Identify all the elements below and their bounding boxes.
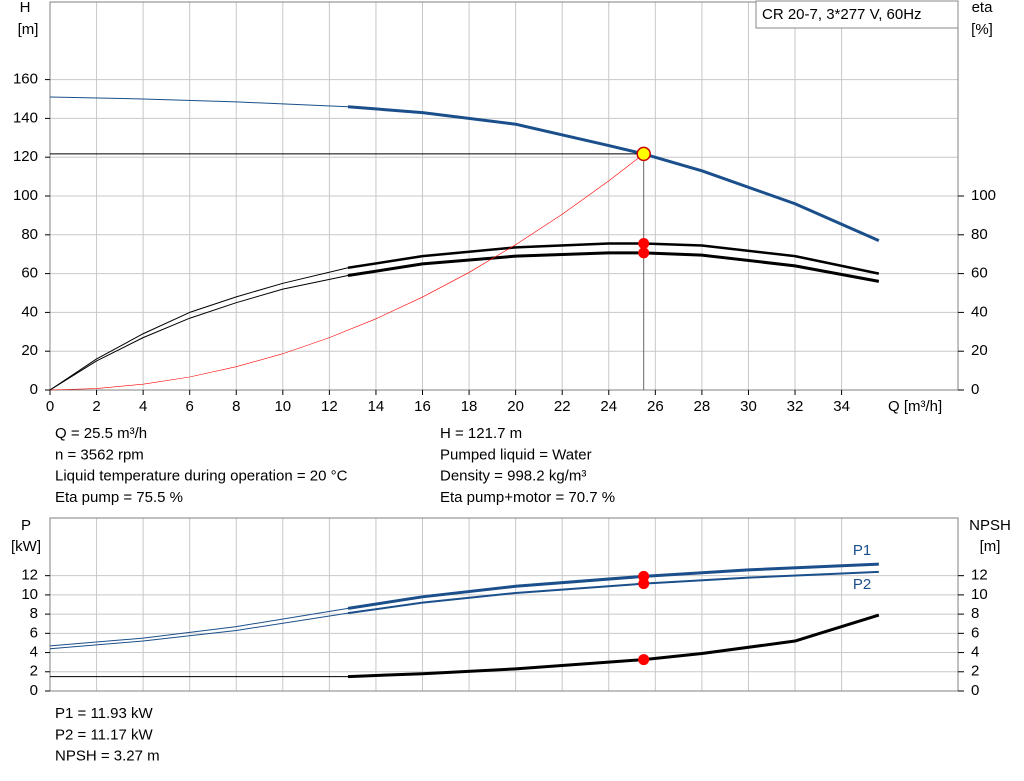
curve [49,153,644,391]
y2-tick-label: 100 [971,187,996,204]
y-tick-label: 12 [21,567,38,584]
y2-tick-label: 40 [971,303,988,320]
y-tick-label: 2 [30,663,38,680]
x-tick-label: 28 [694,398,711,415]
curve [49,96,349,108]
y2-axis-label: NPSH [969,517,1011,534]
y2-tick-label: 2 [971,663,979,680]
x-tick-label: 32 [787,398,804,415]
x-tick-label: 30 [740,398,757,415]
curve-label: P2 [853,576,871,593]
y2-tick-label: 4 [971,644,979,661]
operating-point [638,238,650,250]
y-tick-label: 4 [30,644,38,661]
y-tick-label: 20 [21,342,38,359]
curve [347,562,879,610]
y-tick-label: 160 [13,71,38,88]
x-tick-label: 16 [414,398,431,415]
y2-tick-label: 8 [971,605,979,622]
y-tick-label: 100 [13,187,38,204]
info-text: NPSH = 3.27 m [55,748,160,765]
info-text: Q = 25.5 m³/h [55,425,147,442]
curve [347,105,880,242]
x-tick-label: 20 [507,398,524,415]
x-tick-label: 12 [321,398,338,415]
curve [49,607,349,647]
curve [347,242,880,275]
model-box [755,0,959,29]
y2-axis-unit: [%] [971,21,993,38]
curve [347,570,879,615]
x-tick-label: 24 [600,398,617,415]
info-text: Density = 998.2 kg/m³ [440,468,586,485]
curve [347,613,880,679]
x-tick-label: 22 [554,398,571,415]
y2-axis-unit: [m] [980,538,1001,555]
operating-point [638,578,650,590]
x-tick-label: 6 [186,398,194,415]
curve [347,251,880,283]
info-text: n = 3562 rpm [55,446,144,463]
info-text: H = 121.7 m [440,425,522,442]
y-tick-label: 8 [30,605,38,622]
y-tick-label: 10 [21,586,38,603]
curve [49,267,349,391]
y-axis-unit: [kW] [11,538,41,555]
y2-tick-label: 10 [971,586,988,603]
x-tick-label: 18 [461,398,478,415]
y2-axis-label: eta [972,0,994,16]
y-tick-label: 140 [13,109,38,126]
y-tick-label: 6 [30,624,38,641]
y2-tick-label: 0 [971,381,979,398]
operating-point [638,247,650,259]
x-tick-label: 2 [92,398,100,415]
y-tick-label: 120 [13,148,38,165]
info-text: P2 = 11.17 kW [55,726,154,743]
info-text: Pumped liquid = Water [440,446,592,463]
y2-tick-label: 12 [971,567,988,584]
y2-tick-label: 20 [971,342,988,359]
plot-frame [49,517,959,692]
info-text: P1 = 11.93 kW [55,705,154,722]
x-tick-label: 0 [46,398,54,415]
y-tick-label: 80 [21,226,38,243]
curve [49,612,349,650]
operating-point [638,654,650,666]
y-tick-label: 60 [21,265,38,282]
model-label: CR 20-7, 3*277 V, 60Hz [762,6,922,23]
y-tick-label: 40 [21,303,38,320]
y-axis-unit: [m] [18,21,39,38]
x-tick-label: 4 [139,398,147,415]
curve [49,275,349,391]
x-tick-label: 10 [274,398,291,415]
info-text: Eta pump+motor = 70.7 % [440,489,615,506]
x-tick-label: 34 [833,398,850,415]
y2-tick-label: 80 [971,226,988,243]
curve-label: P1 [853,542,871,559]
y-tick-label: 0 [30,682,38,699]
y2-tick-label: 0 [971,682,979,699]
y-tick-label: 0 [30,381,38,398]
y-axis-label: H [20,0,31,16]
x-tick-label: 14 [368,398,385,415]
x-tick-label: 26 [647,398,664,415]
operating-point [636,146,651,162]
x-axis-label: Q [m³/h] [888,398,942,415]
y-axis-label: P [21,517,31,534]
x-tick-label: 8 [232,398,240,415]
y2-tick-label: 60 [971,265,988,282]
info-text: Liquid temperature during operation = 20… [55,468,348,485]
info-text: Eta pump = 75.5 % [55,489,183,506]
y2-tick-label: 6 [971,624,979,641]
